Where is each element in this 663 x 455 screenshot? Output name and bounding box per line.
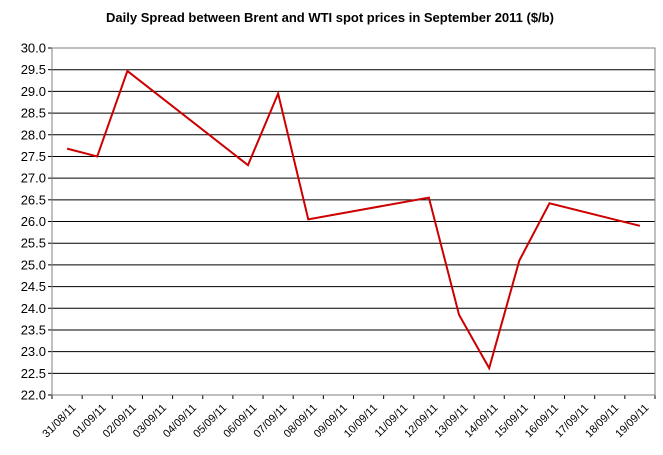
y-tick-label: 24.0 xyxy=(21,301,46,316)
series-line-0 xyxy=(66,69,641,371)
x-axis-ticks: 31/08/1101/09/1102/09/1103/09/1104/09/11… xyxy=(40,395,656,440)
y-tick-label: 25.0 xyxy=(21,257,46,272)
y-tick-label: 23.5 xyxy=(21,322,46,337)
x-tick-label: 19/09/11 xyxy=(613,402,651,440)
y-tick-label: 29.0 xyxy=(21,84,46,99)
y-tick-label: 25.5 xyxy=(21,236,46,251)
y-tick-label: 22.0 xyxy=(21,388,46,403)
y-tick-label: 23.0 xyxy=(21,344,46,359)
y-tick-label: 27.0 xyxy=(21,171,46,186)
y-tick-label: 27.5 xyxy=(21,149,46,164)
plot-frame xyxy=(51,47,656,396)
y-tick-label: 22.5 xyxy=(21,366,46,381)
series-layer xyxy=(66,69,641,371)
y-tick-label: 26.5 xyxy=(21,192,46,207)
y-tick-label: 24.5 xyxy=(21,279,46,294)
y-tick-label: 28.0 xyxy=(21,127,46,142)
x-tick-label: 10/09/11 xyxy=(342,402,380,440)
grid-layer xyxy=(52,47,655,396)
y-tick-label: 30.0 xyxy=(21,41,46,56)
y-tick-label: 29.5 xyxy=(21,62,46,77)
y-axis-ticks: 22.0 22.5 23.0 23.5 24.0 24.5 25.0 25.5 26.0 26.5… xyxy=(21,41,52,403)
y-tick-label: 28.5 xyxy=(21,106,46,121)
chart-title: Daily Spread between Brent and WTI spot … xyxy=(106,10,554,25)
y-tick-label: 26.0 xyxy=(21,214,46,229)
